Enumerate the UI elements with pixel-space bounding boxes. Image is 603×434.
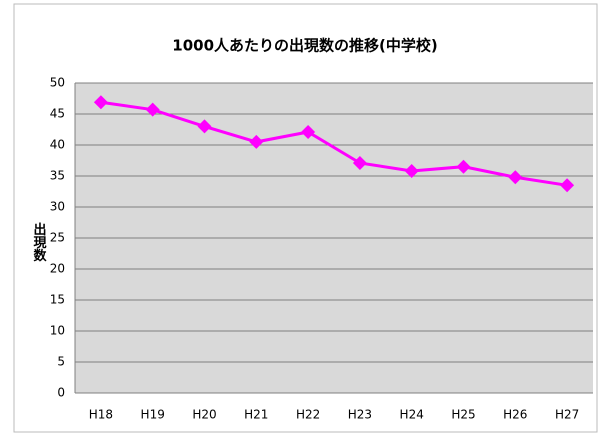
- line: [100, 100, 568, 187]
- y-tick-label: 20: [50, 262, 65, 276]
- y-tick-label: 35: [50, 169, 65, 183]
- y-tick-label: 10: [50, 324, 65, 338]
- marker: [456, 159, 471, 174]
- marker: [301, 124, 316, 139]
- marker: [352, 155, 367, 170]
- chart-title: 1000人あたりの出現数の推移(中学校): [172, 37, 437, 55]
- x-tick-label: H26: [503, 408, 527, 422]
- x-tick-label: H18: [89, 408, 113, 422]
- y-tick-label: 45: [50, 107, 65, 121]
- marker: [145, 102, 160, 117]
- y-tick-label: 30: [50, 200, 65, 214]
- marker: [197, 119, 212, 134]
- y-axis-label: 出現数: [31, 222, 47, 263]
- x-tick-label: H22: [296, 408, 320, 422]
- x-tick-label: H21: [244, 408, 268, 422]
- marker: [508, 170, 523, 185]
- marker: [93, 95, 108, 110]
- y-tick-label: 50: [50, 76, 65, 90]
- x-tick-label: H24: [400, 408, 424, 422]
- y-tick-label: 5: [57, 355, 65, 369]
- y-tick-label: 0: [57, 386, 65, 400]
- y-tick-label: 40: [50, 138, 65, 152]
- x-tick-label: H27: [555, 408, 579, 422]
- y-tick-label: 25: [50, 231, 65, 245]
- x-tick-label: H19: [141, 408, 165, 422]
- x-tick-label: H20: [192, 408, 216, 422]
- marker: [560, 178, 575, 193]
- x-tick-label: H23: [348, 408, 372, 422]
- marker: [249, 134, 264, 149]
- marker: [404, 164, 419, 179]
- y-tick-label: 15: [50, 293, 65, 307]
- x-tick-label: H25: [451, 408, 475, 422]
